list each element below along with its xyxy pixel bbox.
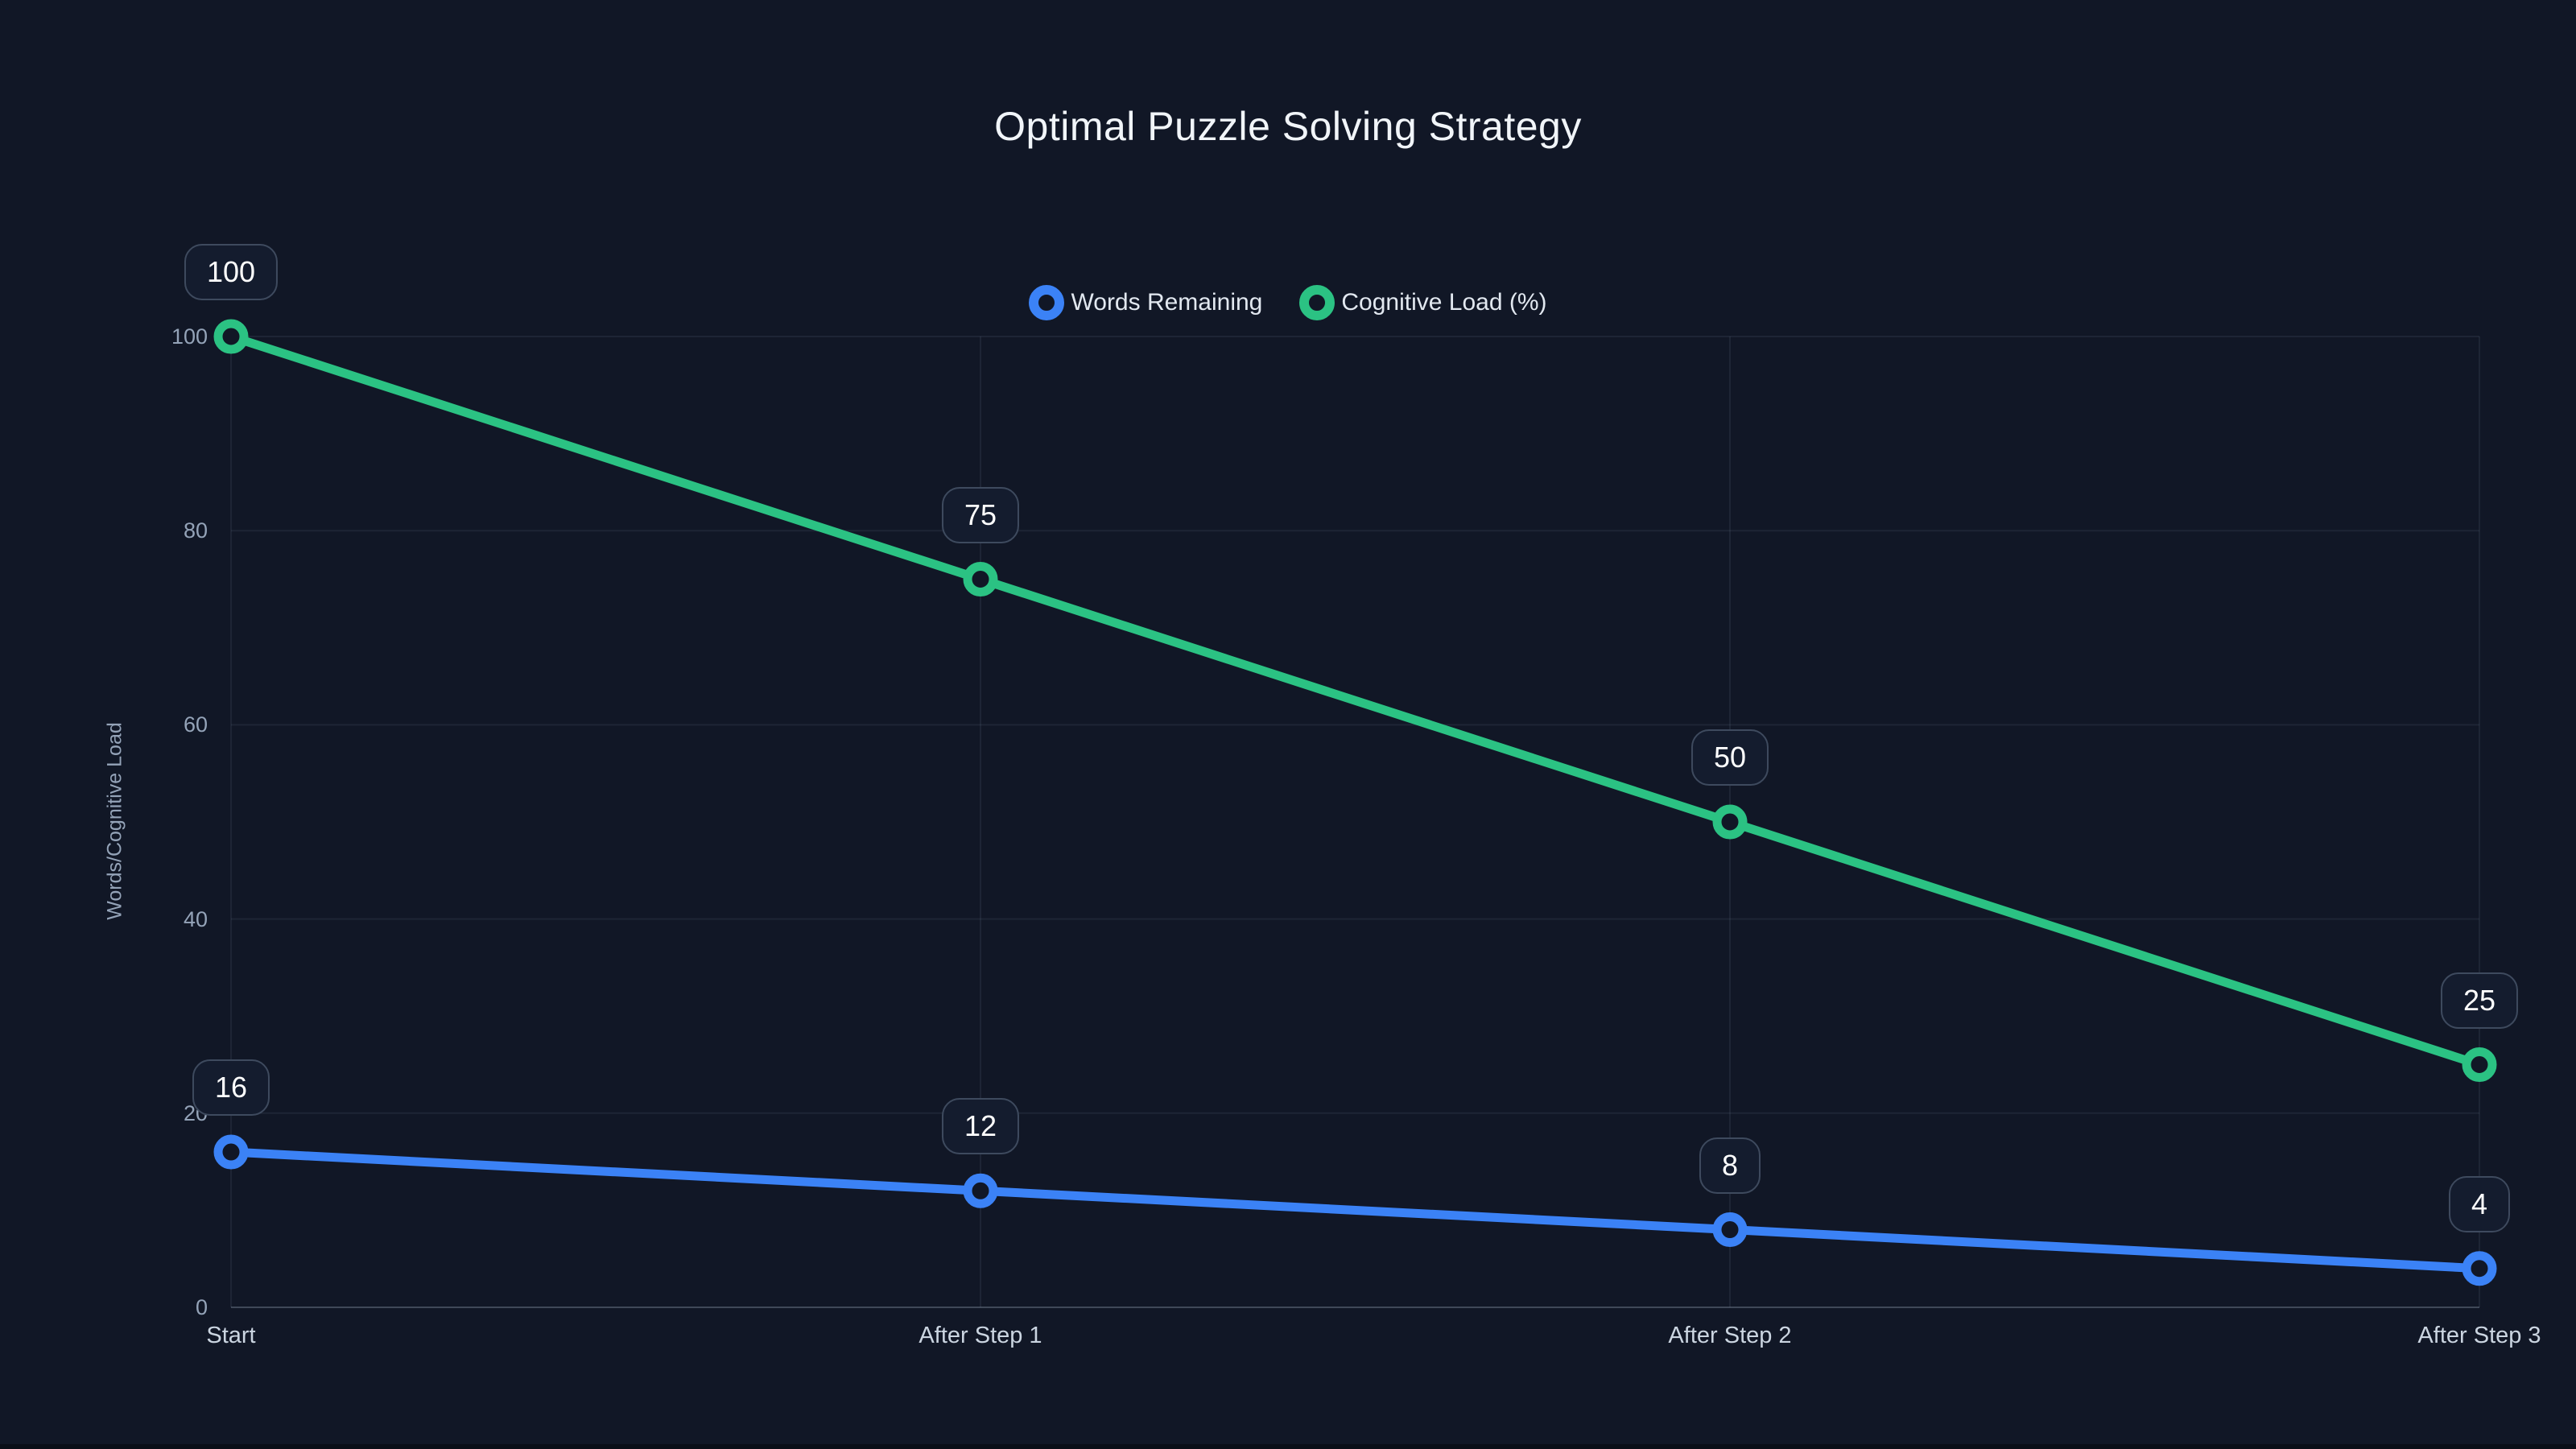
y-axis-tick-label: 100 — [171, 324, 208, 349]
chart-title: Optimal Puzzle Solving Strategy — [994, 104, 1582, 149]
data-point-label: 12 — [941, 1098, 1020, 1155]
y-axis-tick-label: 60 — [183, 712, 208, 737]
y-axis-title: Words/Cognitive Load — [103, 722, 126, 920]
data-point-label: 100 — [184, 244, 279, 300]
data-point-label: 16 — [192, 1059, 270, 1117]
chart-legend: Words Remaining Cognitive Load (%) — [0, 285, 2576, 320]
y-axis-tick-label: 0 — [195, 1295, 208, 1319]
data-point-label: 25 — [2440, 972, 2519, 1029]
legend-item-words-remaining[interactable]: Words Remaining — [1029, 285, 1262, 320]
x-axis-tick-label: Start — [206, 1323, 256, 1348]
data-point-label: 8 — [1699, 1137, 1761, 1194]
x-axis-tick-label: After Step 2 — [1668, 1323, 1792, 1348]
bottom-edge-strip — [0, 1444, 2576, 1449]
data-point-label: 75 — [941, 486, 1020, 543]
y-axis-tick-label: 40 — [183, 906, 208, 931]
legend-label: Words Remaining — [1071, 289, 1263, 316]
legend-item-cognitive-load[interactable]: Cognitive Load (%) — [1299, 285, 1547, 320]
legend-label: Cognitive Load (%) — [1341, 289, 1547, 316]
y-axis-tick-label: 80 — [183, 518, 208, 543]
data-point-label: 4 — [2448, 1175, 2511, 1232]
data-point-label: 50 — [1690, 729, 1769, 786]
x-axis-tick-label: After Step 3 — [2417, 1323, 2541, 1348]
x-axis-tick-label: After Step 1 — [919, 1323, 1042, 1348]
